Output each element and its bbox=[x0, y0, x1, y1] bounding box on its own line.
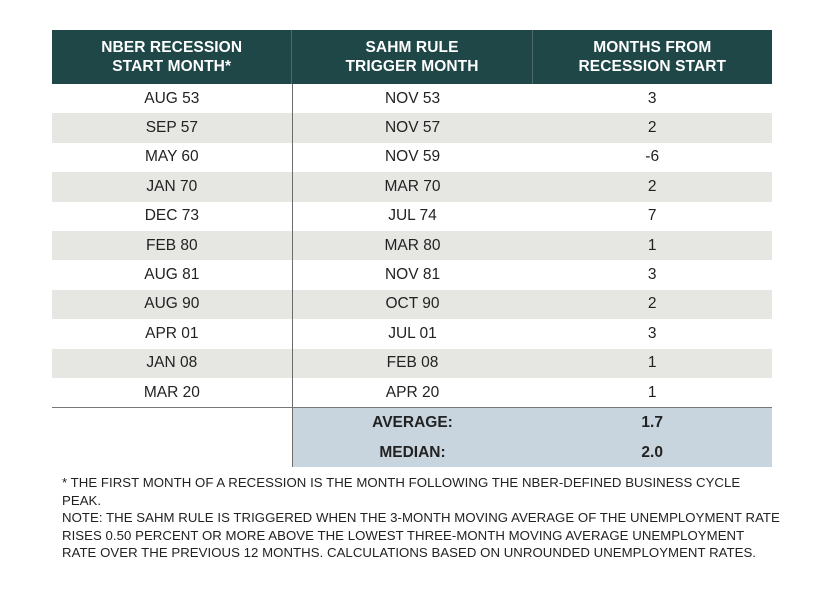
cell-recession-start: AUG 53 bbox=[52, 84, 293, 114]
table-divider bbox=[52, 407, 772, 409]
table-row: JAN 70 MAR 70 2 bbox=[52, 172, 772, 202]
cell-sahm-trigger: APR 20 bbox=[385, 383, 440, 401]
table-header: NBER RECESSION START MONTH* SAHM RULE TR… bbox=[52, 30, 772, 84]
cell-recession-start: MAY 60 bbox=[52, 142, 293, 173]
table-row: AUG 90 OCT 90 2 bbox=[52, 289, 772, 320]
cell-months-from-start: 3 bbox=[647, 89, 657, 107]
summary-section: AVERAGE: 1.7 MEDIAN: 2.0 bbox=[52, 408, 772, 468]
methodology-note: NOTE: THE SAHM RULE IS TRIGGERED WHEN TH… bbox=[62, 510, 780, 561]
cell-recession-start: APR 01 bbox=[52, 319, 293, 349]
cell-recession-start: DEC 73 bbox=[52, 201, 293, 231]
recession-table: NBER RECESSION START MONTH* SAHM RULE TR… bbox=[52, 30, 772, 468]
table-row: AUG 53 NOV 53 3 bbox=[52, 84, 772, 114]
cell-recession-start: JAN 08 bbox=[52, 348, 293, 378]
column-header-sahm-trigger: SAHM RULE TRIGGER MONTH bbox=[291, 30, 531, 84]
cell-sahm-trigger: NOV 53 bbox=[384, 89, 441, 107]
cell-months-from-start: 3 bbox=[647, 266, 657, 284]
column-header-line: START MONTH* bbox=[112, 58, 232, 75]
column-header-line: NBER RECESSION bbox=[101, 39, 243, 56]
table-body: AUG 53 NOV 53 3 SEP 57 NOV 57 2 MAY 60 NOV 59 -6… bbox=[52, 84, 772, 408]
column-header-line: TRIGGER MONTH bbox=[345, 58, 479, 75]
cell-sahm-trigger: OCT 90 bbox=[385, 295, 440, 313]
cell-months-from-start: 1 bbox=[647, 354, 657, 372]
cell-recession-start: AUG 90 bbox=[52, 289, 293, 320]
table-row: FEB 80 MAR 80 1 bbox=[52, 230, 772, 261]
cell-sahm-trigger: JUL 01 bbox=[388, 324, 437, 342]
column-header-line: MONTHS FROM bbox=[593, 39, 712, 56]
summary-stats: AVERAGE: 1.7 MEDIAN: 2.0 bbox=[291, 408, 772, 468]
table-row: AUG 81 NOV 81 3 bbox=[52, 260, 772, 290]
cell-sahm-trigger: MAR 80 bbox=[384, 236, 441, 254]
table-row: APR 01 JUL 01 3 bbox=[52, 319, 772, 349]
cell-sahm-trigger: NOV 57 bbox=[384, 119, 441, 137]
cell-months-from-start: 3 bbox=[647, 324, 657, 342]
cell-sahm-trigger: NOV 59 bbox=[384, 148, 441, 166]
summary-value: 2.0 bbox=[641, 443, 663, 461]
column-header-line: SAHM RULE bbox=[365, 39, 459, 56]
cell-months-from-start: 1 bbox=[647, 236, 657, 254]
table-row: SEP 57 NOV 57 2 bbox=[52, 113, 772, 143]
footnote: * THE FIRST MONTH OF A RECESSION IS THE … bbox=[62, 475, 741, 508]
cell-months-from-start: 2 bbox=[647, 295, 657, 313]
table-row: JAN 08 FEB 08 1 bbox=[52, 348, 772, 378]
cell-sahm-trigger: NOV 81 bbox=[384, 266, 441, 284]
summary-value: 1.7 bbox=[641, 414, 663, 432]
table-notes: * THE FIRST MONTH OF A RECESSION IS THE … bbox=[62, 474, 782, 562]
table-row: DEC 73 JUL 74 7 bbox=[52, 201, 772, 231]
summary-row: MEDIAN: 2.0 bbox=[293, 438, 772, 468]
cell-months-from-start: -6 bbox=[645, 148, 660, 166]
cell-sahm-trigger: JUL 74 bbox=[388, 207, 437, 225]
cell-months-from-start: 2 bbox=[647, 119, 657, 137]
summary-blank bbox=[52, 408, 292, 468]
cell-months-from-start: 1 bbox=[647, 383, 657, 401]
cell-months-from-start: 2 bbox=[647, 177, 657, 195]
cell-recession-start: JAN 70 bbox=[52, 172, 293, 202]
column-header-months-from-start: MONTHS FROM RECESSION START bbox=[531, 30, 772, 84]
cell-recession-start: AUG 81 bbox=[52, 260, 293, 290]
table-row: MAY 60 NOV 59 -6 bbox=[52, 142, 772, 173]
cell-recession-start: FEB 80 bbox=[52, 230, 293, 261]
summary-row: AVERAGE: 1.7 bbox=[293, 408, 772, 438]
cell-sahm-trigger: MAR 70 bbox=[384, 177, 441, 195]
summary-label: AVERAGE: bbox=[372, 414, 453, 432]
cell-recession-start: SEP 57 bbox=[52, 113, 293, 143]
column-header-nber-start: NBER RECESSION START MONTH* bbox=[52, 30, 291, 84]
cell-recession-start: MAR 20 bbox=[52, 377, 293, 408]
table-row: MAR 20 APR 20 1 bbox=[52, 377, 772, 408]
cell-months-from-start: 7 bbox=[647, 207, 657, 225]
cell-sahm-trigger: FEB 08 bbox=[386, 354, 439, 372]
summary-label: MEDIAN: bbox=[379, 443, 446, 461]
column-header-line: RECESSION START bbox=[578, 58, 727, 75]
